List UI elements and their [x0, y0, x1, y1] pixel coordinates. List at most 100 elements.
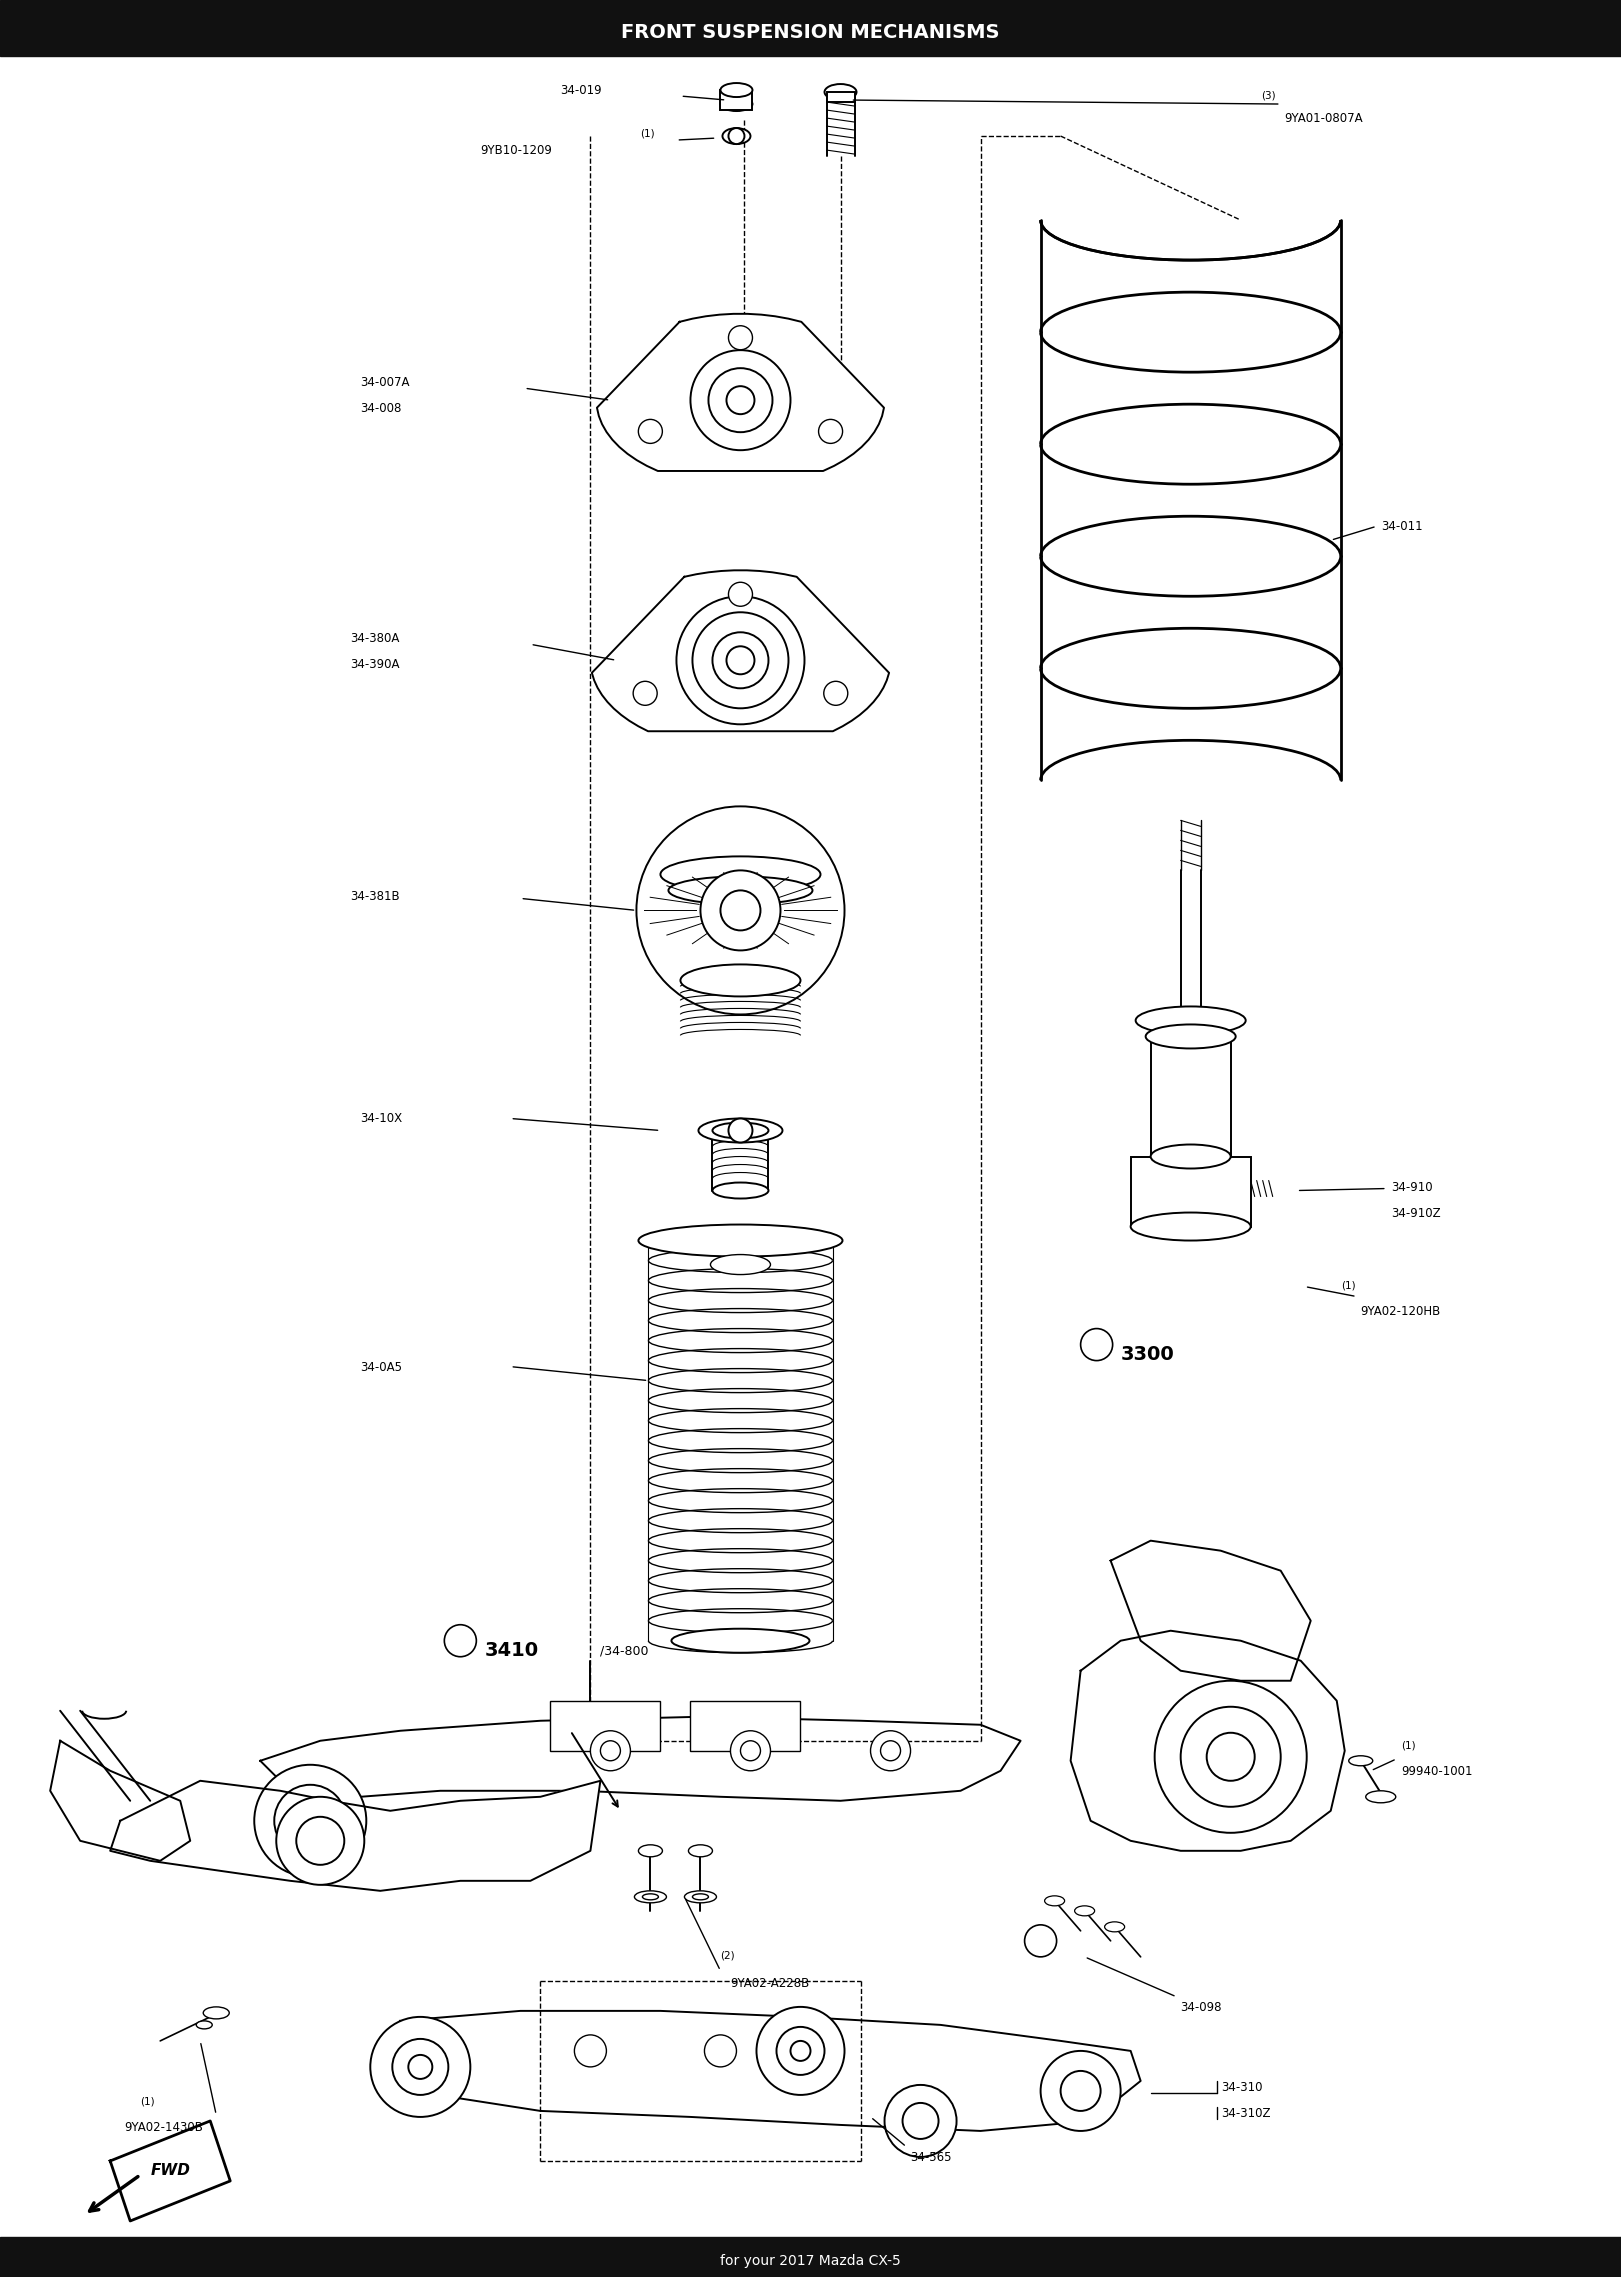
- Text: 3300: 3300: [1120, 1346, 1174, 1364]
- Text: (3): (3): [1261, 91, 1276, 100]
- Circle shape: [726, 647, 754, 674]
- Circle shape: [444, 1626, 477, 1658]
- Bar: [551, 1701, 660, 1751]
- Text: 34-0A5: 34-0A5: [360, 1362, 402, 1373]
- Ellipse shape: [634, 1890, 666, 1904]
- Polygon shape: [592, 569, 888, 731]
- Text: 34-008: 34-008: [360, 403, 402, 414]
- Circle shape: [1180, 1708, 1281, 1806]
- Circle shape: [600, 1740, 621, 1760]
- Circle shape: [639, 419, 663, 444]
- Circle shape: [1154, 1680, 1307, 1833]
- Polygon shape: [50, 1740, 190, 1860]
- Text: (2): (2): [720, 1951, 734, 1960]
- Circle shape: [700, 870, 780, 950]
- Ellipse shape: [681, 965, 801, 997]
- Text: /34-800: /34-800: [600, 1644, 648, 1658]
- Text: 34-019: 34-019: [561, 84, 601, 98]
- Circle shape: [885, 2086, 956, 2156]
- Text: 34-565: 34-565: [911, 2152, 952, 2163]
- Text: 34-011: 34-011: [1381, 519, 1422, 533]
- Ellipse shape: [713, 1123, 768, 1138]
- Circle shape: [274, 1785, 347, 1856]
- Ellipse shape: [710, 1255, 770, 1275]
- Text: 9YA02-A228B: 9YA02-A228B: [731, 1976, 810, 1990]
- Polygon shape: [391, 2011, 1141, 2131]
- Ellipse shape: [1146, 1025, 1235, 1047]
- Bar: [1151, 1036, 1230, 1157]
- Circle shape: [728, 128, 744, 143]
- Text: 34-380A: 34-380A: [350, 633, 400, 644]
- Text: (1): (1): [1341, 1280, 1355, 1291]
- Text: FWD: FWD: [151, 2163, 190, 2179]
- Circle shape: [637, 806, 845, 1016]
- Text: 9YA01-0807A: 9YA01-0807A: [1285, 112, 1363, 125]
- Circle shape: [590, 1731, 631, 1772]
- Text: 34-910: 34-910: [1391, 1179, 1433, 1193]
- Ellipse shape: [1136, 1006, 1245, 1034]
- Ellipse shape: [720, 98, 752, 112]
- Circle shape: [408, 2054, 433, 2079]
- Circle shape: [726, 387, 754, 414]
- Ellipse shape: [720, 82, 752, 98]
- Text: (1): (1): [1401, 1740, 1415, 1751]
- Text: (1): (1): [640, 128, 655, 139]
- Circle shape: [392, 2038, 449, 2095]
- Polygon shape: [261, 1717, 1021, 1801]
- Circle shape: [1206, 1733, 1255, 1781]
- Ellipse shape: [689, 1844, 713, 1856]
- Circle shape: [634, 681, 657, 706]
- Text: 34-381B: 34-381B: [350, 890, 400, 904]
- Circle shape: [1081, 1327, 1112, 1362]
- Circle shape: [728, 1118, 752, 1143]
- Ellipse shape: [713, 1182, 768, 1198]
- Text: 34-10X: 34-10X: [360, 1113, 402, 1125]
- Ellipse shape: [639, 1225, 843, 1257]
- Circle shape: [791, 2040, 810, 2061]
- Bar: [691, 1701, 801, 1751]
- Bar: [0, 0, 1621, 57]
- Circle shape: [691, 351, 791, 451]
- Ellipse shape: [1104, 1922, 1125, 1931]
- Ellipse shape: [723, 128, 751, 143]
- Circle shape: [1024, 1924, 1057, 1956]
- Ellipse shape: [825, 84, 856, 100]
- Text: 9YA02-120HB: 9YA02-120HB: [1360, 1305, 1441, 1318]
- Polygon shape: [110, 1781, 600, 1890]
- Circle shape: [370, 2017, 470, 2118]
- Ellipse shape: [1349, 1756, 1373, 1765]
- Circle shape: [728, 583, 752, 606]
- Ellipse shape: [196, 2022, 212, 2029]
- Text: 9YB10-1209: 9YB10-1209: [480, 143, 553, 157]
- Circle shape: [276, 1797, 365, 1885]
- Circle shape: [713, 633, 768, 688]
- Circle shape: [741, 1740, 760, 1760]
- Text: 9YA02-1430B: 9YA02-1430B: [125, 2120, 203, 2134]
- Circle shape: [708, 369, 773, 433]
- Ellipse shape: [642, 1894, 658, 1899]
- Polygon shape: [1110, 1542, 1311, 1680]
- Ellipse shape: [699, 1118, 783, 1143]
- Ellipse shape: [692, 1894, 708, 1899]
- Polygon shape: [1070, 1630, 1345, 1851]
- Circle shape: [297, 1817, 344, 1865]
- Circle shape: [757, 2006, 845, 2095]
- Bar: [827, 91, 854, 102]
- Polygon shape: [597, 314, 883, 471]
- Text: 34-310: 34-310: [1221, 2081, 1263, 2095]
- Text: 99940-1001: 99940-1001: [1401, 1765, 1472, 1778]
- Circle shape: [731, 1731, 770, 1772]
- Circle shape: [819, 419, 843, 444]
- Bar: [720, 91, 752, 109]
- Circle shape: [823, 681, 848, 706]
- Text: 34-390A: 34-390A: [350, 658, 400, 672]
- Ellipse shape: [639, 1844, 663, 1856]
- Ellipse shape: [1044, 1897, 1065, 1906]
- Text: for your 2017 Mazda CX-5: for your 2017 Mazda CX-5: [720, 2254, 901, 2268]
- Circle shape: [776, 2027, 825, 2074]
- Ellipse shape: [203, 2006, 229, 2020]
- Circle shape: [254, 1765, 366, 1876]
- Circle shape: [692, 613, 788, 708]
- Circle shape: [1060, 2070, 1101, 2111]
- Circle shape: [574, 2036, 606, 2068]
